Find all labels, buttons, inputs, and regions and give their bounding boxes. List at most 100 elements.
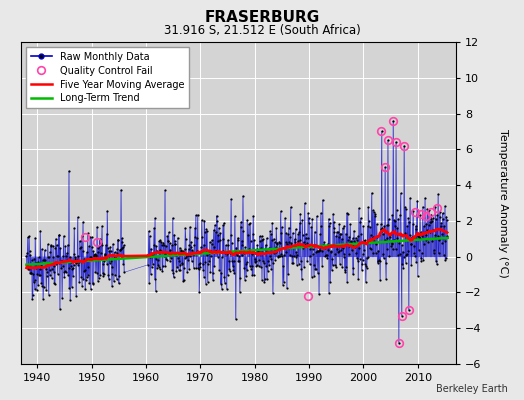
Point: [150, 276, 159, 282]
Point: [238, 238, 246, 244]
Point: [372, 241, 380, 247]
Point: [203, 278, 212, 285]
Point: [259, 260, 268, 266]
Point: [85, 254, 94, 260]
Point: [243, 267, 251, 273]
Point: [305, 215, 313, 221]
Point: [94, 245, 103, 252]
Point: [78, 283, 86, 290]
Point: [187, 239, 195, 245]
Point: [347, 247, 356, 254]
Point: [274, 254, 282, 260]
Point: [339, 225, 347, 231]
Point: [338, 264, 346, 270]
Point: [231, 213, 239, 220]
Point: [46, 249, 54, 256]
Point: [272, 225, 281, 231]
Point: [270, 249, 278, 256]
Point: [239, 193, 247, 199]
Point: [83, 230, 92, 236]
Point: [70, 225, 79, 231]
Point: [395, 339, 403, 346]
Point: [383, 235, 391, 242]
Point: [174, 254, 182, 261]
Point: [268, 236, 276, 243]
Point: [402, 252, 411, 258]
Point: [329, 262, 337, 268]
Point: [399, 264, 408, 271]
Point: [59, 253, 67, 259]
Point: [189, 251, 197, 257]
Point: [221, 279, 229, 286]
Point: [216, 237, 224, 243]
Point: [215, 225, 223, 231]
Point: [319, 242, 328, 248]
Point: [396, 212, 405, 218]
Point: [60, 274, 69, 280]
Point: [202, 226, 211, 232]
Point: [145, 279, 154, 286]
Point: [36, 272, 44, 278]
Point: [195, 261, 203, 268]
Point: [239, 228, 248, 234]
Point: [270, 239, 279, 246]
Point: [183, 252, 192, 258]
Point: [394, 216, 402, 222]
Point: [144, 262, 152, 268]
Point: [233, 252, 241, 258]
Point: [345, 234, 354, 240]
Point: [87, 254, 95, 260]
Point: [314, 248, 323, 254]
Point: [169, 270, 177, 276]
Point: [402, 206, 410, 212]
Point: [204, 261, 212, 267]
Point: [353, 237, 362, 243]
Point: [149, 260, 157, 267]
Point: [27, 270, 35, 276]
Point: [370, 208, 378, 215]
Point: [199, 242, 208, 248]
Point: [181, 225, 190, 231]
Point: [442, 255, 450, 261]
Point: [49, 268, 58, 275]
Point: [293, 238, 302, 244]
Text: 31.916 S, 21.512 E (South Africa): 31.916 S, 21.512 E (South Africa): [163, 24, 361, 37]
Point: [178, 261, 186, 267]
Point: [220, 220, 228, 226]
Point: [48, 266, 57, 272]
Point: [434, 191, 442, 198]
Point: [355, 245, 364, 251]
Point: [109, 252, 117, 258]
Point: [438, 230, 446, 237]
Point: [40, 247, 49, 254]
Point: [170, 231, 178, 238]
Point: [35, 272, 43, 278]
Point: [65, 168, 73, 174]
Point: [336, 230, 345, 237]
Point: [246, 238, 255, 244]
Point: [189, 249, 198, 256]
Point: [380, 237, 389, 243]
Point: [205, 258, 214, 264]
Point: [113, 246, 122, 252]
Point: [351, 240, 359, 247]
Point: [269, 260, 278, 266]
Point: [427, 216, 435, 222]
Point: [322, 243, 331, 249]
Point: [112, 276, 121, 283]
Point: [28, 292, 37, 298]
Point: [59, 263, 67, 270]
Point: [432, 216, 441, 222]
Point: [355, 205, 363, 212]
Point: [335, 221, 344, 227]
Point: [24, 266, 32, 272]
Point: [278, 252, 287, 259]
Point: [196, 260, 204, 266]
Point: [346, 239, 355, 245]
Point: [52, 261, 60, 267]
Point: [297, 258, 305, 264]
Point: [400, 142, 408, 149]
Point: [335, 248, 343, 254]
Point: [254, 251, 263, 258]
Point: [30, 256, 38, 262]
